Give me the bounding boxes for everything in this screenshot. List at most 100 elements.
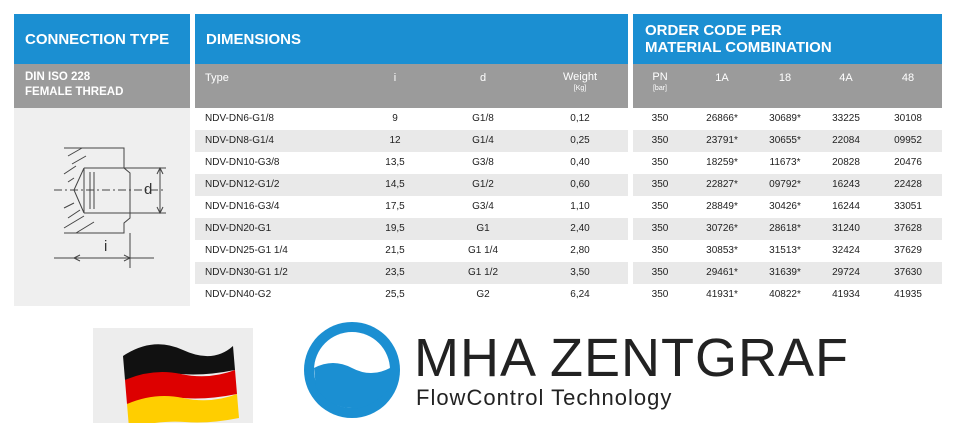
column-header: Type (205, 73, 229, 84)
column-header: 48 (873, 73, 943, 84)
table-cell: 30689* (769, 113, 801, 124)
row-band (195, 262, 628, 284)
table-cell: 20828 (832, 157, 860, 168)
table-cell: NDV-DN40-G2 (205, 289, 272, 300)
table-cell: NDV-DN25-G1 1/4 (205, 245, 288, 256)
table-cell: 11673* (769, 157, 801, 168)
column-header-text: 1A (715, 72, 729, 84)
table-cell: G1/8 (472, 113, 494, 124)
header-text: MATERIAL COMBINATION (645, 39, 832, 56)
table-cell: 28849* (706, 201, 738, 212)
subheader-cell (633, 64, 942, 108)
header-text: CONNECTION TYPE (25, 31, 170, 48)
column-header-text: 4A (839, 72, 853, 84)
table-cell: 0,12 (570, 113, 590, 124)
table-cell: 30726* (706, 223, 738, 234)
table-cell: 6,24 (570, 289, 590, 300)
table-cell: NDV-DN16-G3/4 (205, 201, 280, 212)
table-cell: 20476 (894, 157, 922, 168)
table-cell: 09952 (894, 135, 922, 146)
table-cell: NDV-DN20-G1 (205, 223, 272, 234)
row-band (633, 174, 942, 196)
table-cell: 350 (651, 223, 669, 234)
table-cell: 9 (392, 113, 398, 124)
table-cell: 30426* (769, 201, 801, 212)
diagram: d i (54, 147, 166, 268)
flag-icon (123, 344, 239, 428)
column-header-text: [Kg] (573, 85, 587, 92)
table-cell: 350 (651, 179, 669, 190)
table-cell: G1 (476, 223, 490, 234)
table-cell: 1,10 (570, 201, 590, 212)
column-header-text: [bar] (652, 85, 667, 92)
table-cell: 0,60 (570, 179, 590, 190)
column-header-text: PN (652, 71, 668, 83)
subheader-cell (195, 64, 628, 108)
row-band (633, 262, 942, 284)
table-cell: 26866* (706, 113, 738, 124)
table-cell: 350 (651, 157, 669, 168)
row-band (195, 240, 628, 262)
row-band (633, 152, 942, 174)
table-cell: 350 (651, 289, 669, 300)
row-band (633, 108, 942, 130)
table-cell: 16244 (832, 201, 860, 212)
table-cell: 21,5 (385, 245, 405, 256)
table-cell: 41935 (894, 289, 922, 300)
logo-mark (304, 322, 400, 418)
row-band (633, 240, 942, 262)
row-band (195, 174, 628, 196)
table-cell: 23,5 (385, 267, 405, 278)
header-cell: ORDER CODE PER MATERIAL COMBINATION (633, 14, 942, 64)
table-cell: G1 1/4 (467, 245, 499, 256)
column-header-text: Type (205, 72, 229, 84)
table-cell: 29724 (832, 267, 860, 278)
header-cell: DIMENSIONS (195, 14, 628, 64)
diagram-label: i (104, 238, 107, 255)
table-cell: 33051 (894, 201, 922, 212)
row-band (195, 130, 628, 152)
table-cell: 22827* (706, 179, 738, 190)
table-cell: G2 (476, 289, 490, 300)
table-cell: 16243 (832, 179, 860, 190)
column-header: PN [bar] (625, 72, 695, 94)
table-cell: 19,5 (385, 223, 405, 234)
table-cell: 41934 (832, 289, 860, 300)
table-cell: 12 (389, 135, 401, 146)
row-band (633, 196, 942, 218)
table-cell: 350 (651, 135, 669, 146)
table-cell: 31639* (769, 267, 801, 278)
logo-name: MHA ZENTGRAF (414, 328, 850, 388)
row-band (195, 284, 628, 306)
table-cell: 30853* (706, 245, 738, 256)
diagram-label: d (144, 181, 152, 198)
table-cell: 350 (651, 201, 669, 212)
subheader-text: FEMALE THREAD (25, 86, 124, 98)
table-cell: 37630 (894, 267, 922, 278)
table-cell: 25,5 (385, 289, 405, 300)
table-cell: 2,80 (570, 245, 590, 256)
table-cell: 29461* (706, 267, 738, 278)
table-cell: NDV-DN8-G1/4 (205, 135, 274, 146)
table-cell: 3,50 (570, 267, 590, 278)
column-header-text: d (479, 72, 487, 84)
table-cell: 22084 (832, 135, 860, 146)
table-cell: G1/4 (472, 135, 494, 146)
logo-tagline: FlowControl Technology (416, 385, 673, 410)
row-band (195, 152, 628, 174)
table-cell: 0,25 (570, 135, 590, 146)
column-header-text: i (393, 72, 397, 84)
column-header: d (448, 73, 518, 84)
row-band (633, 218, 942, 240)
table-cell: NDV-DN10-G3/8 (205, 157, 280, 168)
header-text: DIMENSIONS (206, 31, 302, 48)
table-cell: NDV-DN6-G1/8 (205, 113, 274, 124)
header-cell: CONNECTION TYPE (14, 14, 190, 64)
table-cell: 31240 (832, 223, 860, 234)
subheader-cell: DIN ISO 228 FEMALE THREAD (14, 64, 190, 108)
table-cell: 13,5 (385, 157, 405, 168)
column-header-text: 48 (901, 72, 915, 84)
column-header-text: 18 (778, 72, 792, 84)
table-cell: 09792* (769, 179, 801, 190)
